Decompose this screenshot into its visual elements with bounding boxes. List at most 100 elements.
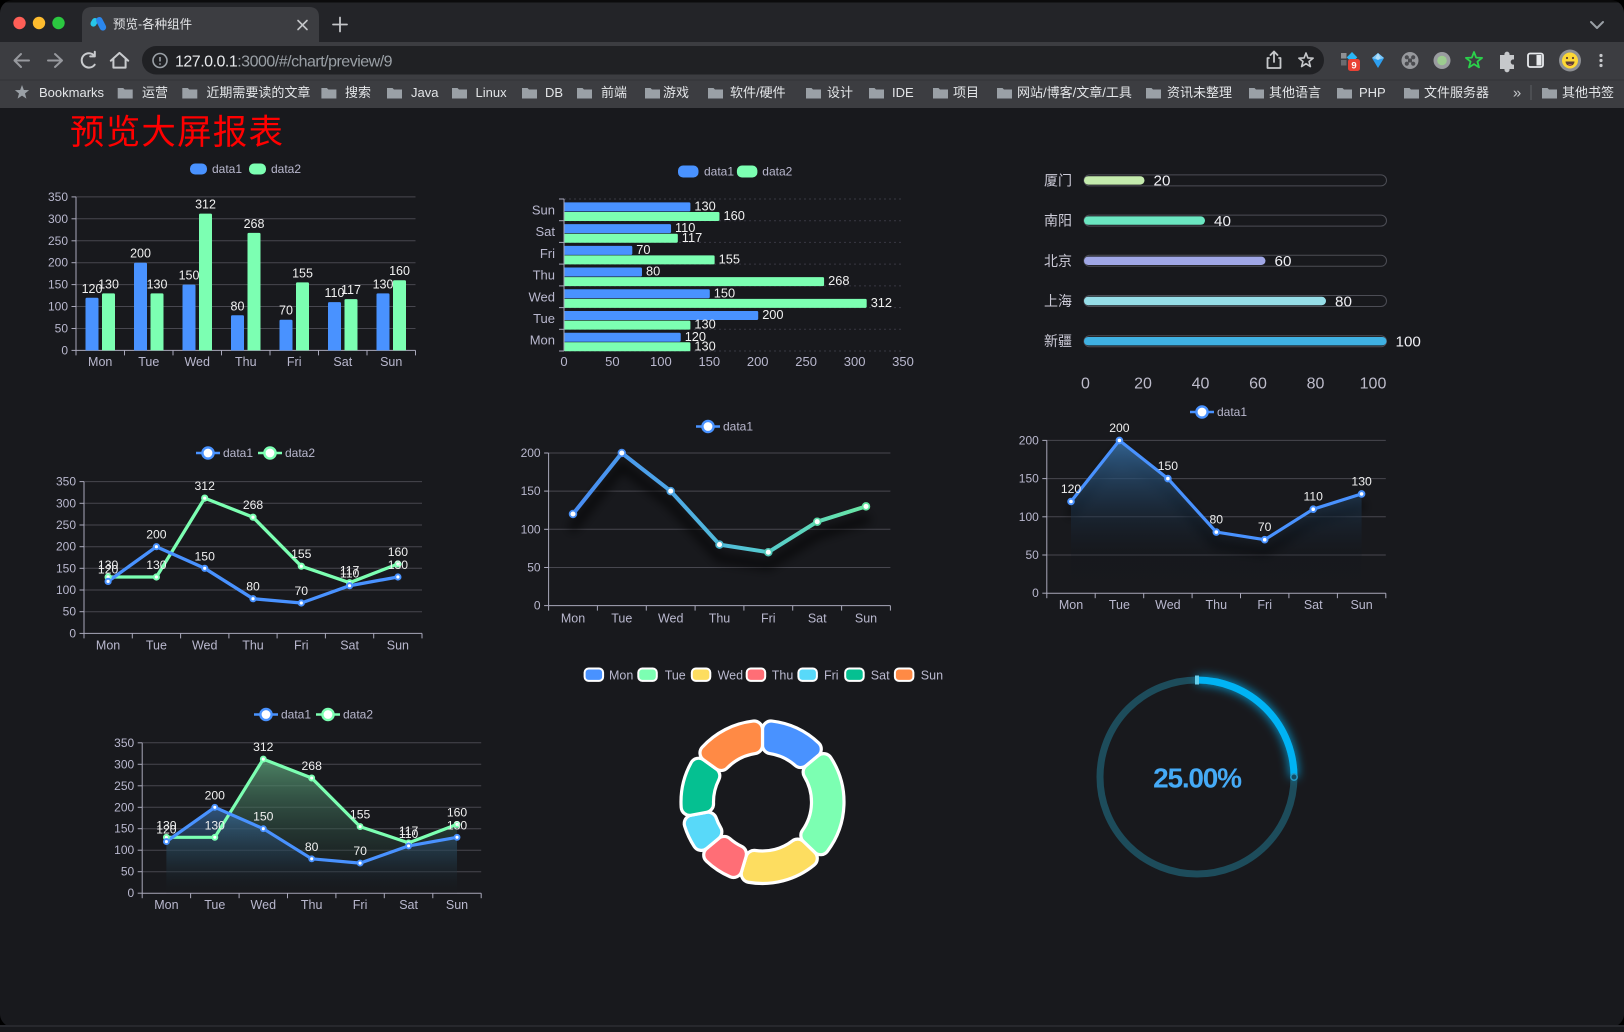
svg-text:新疆: 新疆 bbox=[1044, 333, 1072, 349]
svg-text:268: 268 bbox=[244, 217, 265, 231]
svg-text:130: 130 bbox=[388, 558, 409, 572]
svg-text:350: 350 bbox=[56, 475, 76, 489]
svg-text:100: 100 bbox=[1019, 510, 1039, 524]
svg-text:其他语言: 其他语言 bbox=[1269, 85, 1321, 100]
svg-text:117: 117 bbox=[682, 230, 702, 245]
svg-text:200: 200 bbox=[205, 788, 226, 802]
svg-text:80: 80 bbox=[231, 299, 245, 313]
svg-text:200: 200 bbox=[48, 256, 68, 270]
svg-text:127.0.0.1:3000/#/chart/preview: 127.0.0.1:3000/#/chart/preview/9 bbox=[175, 54, 393, 71]
svg-text:100: 100 bbox=[1396, 334, 1421, 351]
svg-text:70: 70 bbox=[295, 584, 309, 598]
svg-text:Tue: Tue bbox=[146, 638, 167, 652]
svg-text:Mon: Mon bbox=[1059, 598, 1083, 612]
svg-text:0: 0 bbox=[128, 886, 135, 900]
svg-text:150: 150 bbox=[698, 354, 720, 369]
svg-text:Thu: Thu bbox=[242, 638, 264, 652]
svg-text:Thu: Thu bbox=[709, 612, 731, 626]
svg-text:Mon: Mon bbox=[96, 638, 120, 652]
svg-text:130: 130 bbox=[205, 818, 226, 832]
svg-text:80: 80 bbox=[1210, 513, 1224, 527]
svg-text:155: 155 bbox=[350, 808, 371, 822]
svg-text:Tue: Tue bbox=[138, 355, 159, 369]
svg-text:Sat: Sat bbox=[535, 224, 555, 239]
svg-text:80: 80 bbox=[646, 264, 660, 279]
svg-text:110: 110 bbox=[1303, 490, 1323, 504]
svg-text:250: 250 bbox=[48, 234, 68, 248]
svg-text:350: 350 bbox=[48, 190, 68, 204]
svg-text:近期需要读的文章: 近期需要读的文章 bbox=[206, 85, 310, 100]
svg-text:130: 130 bbox=[146, 558, 167, 572]
svg-text:130: 130 bbox=[98, 277, 119, 291]
svg-text:200: 200 bbox=[521, 446, 541, 460]
svg-text:200: 200 bbox=[130, 247, 151, 261]
svg-text:Thu: Thu bbox=[235, 355, 257, 369]
svg-text:110: 110 bbox=[399, 827, 419, 841]
svg-text:20: 20 bbox=[1134, 375, 1152, 392]
svg-text:Fri: Fri bbox=[287, 355, 302, 369]
svg-text:20: 20 bbox=[1154, 173, 1171, 190]
svg-text:网站/博客/文章/工具: 网站/博客/文章/工具 bbox=[1017, 85, 1132, 100]
svg-text:268: 268 bbox=[302, 759, 323, 773]
svg-text:Sun: Sun bbox=[855, 612, 877, 626]
svg-text:设计: 设计 bbox=[827, 85, 853, 100]
svg-text:data1: data1 bbox=[281, 708, 311, 722]
svg-text:312: 312 bbox=[195, 198, 216, 212]
svg-text:110: 110 bbox=[675, 220, 695, 235]
svg-text:300: 300 bbox=[114, 757, 134, 771]
svg-text:Java: Java bbox=[411, 85, 439, 100]
svg-text:0: 0 bbox=[69, 626, 76, 640]
svg-text:50: 50 bbox=[527, 561, 541, 575]
svg-text:250: 250 bbox=[795, 354, 817, 369]
svg-text:150: 150 bbox=[179, 269, 200, 283]
svg-text:50: 50 bbox=[121, 865, 135, 879]
svg-text:150: 150 bbox=[114, 822, 134, 836]
svg-text:70: 70 bbox=[353, 844, 367, 858]
svg-text:data2: data2 bbox=[762, 165, 792, 179]
svg-text:data2: data2 bbox=[285, 446, 315, 460]
svg-text:130: 130 bbox=[694, 338, 715, 353]
svg-text:»: » bbox=[1513, 85, 1521, 102]
svg-text:Sun: Sun bbox=[1350, 598, 1372, 612]
svg-text:110: 110 bbox=[340, 567, 360, 581]
svg-text:117: 117 bbox=[340, 564, 360, 578]
svg-text:250: 250 bbox=[114, 779, 134, 793]
svg-text:Wed: Wed bbox=[184, 355, 210, 369]
svg-text:data1: data1 bbox=[723, 420, 753, 434]
svg-text:文件服务器: 文件服务器 bbox=[1424, 85, 1489, 100]
svg-text:Tue: Tue bbox=[611, 612, 632, 626]
svg-text:Sun: Sun bbox=[387, 638, 409, 652]
svg-text:160: 160 bbox=[389, 264, 410, 278]
svg-text:Thu: Thu bbox=[1206, 598, 1228, 612]
svg-text:Sat: Sat bbox=[808, 612, 827, 626]
svg-text:80: 80 bbox=[305, 840, 319, 854]
svg-text:搜索: 搜索 bbox=[345, 85, 371, 100]
svg-text:DB: DB bbox=[545, 85, 563, 100]
svg-text:80: 80 bbox=[246, 580, 260, 594]
svg-text:130: 130 bbox=[373, 277, 394, 291]
svg-text:117: 117 bbox=[341, 283, 361, 297]
svg-text:Fri: Fri bbox=[1257, 598, 1272, 612]
svg-text:60: 60 bbox=[1275, 253, 1292, 270]
svg-text:Sun: Sun bbox=[921, 669, 943, 683]
svg-text:Wed: Wed bbox=[529, 289, 556, 304]
svg-text:北京: 北京 bbox=[1044, 253, 1072, 269]
svg-text:150: 150 bbox=[714, 285, 735, 300]
svg-text:data1: data1 bbox=[223, 446, 253, 460]
svg-text:Fri: Fri bbox=[540, 246, 555, 261]
svg-text:160: 160 bbox=[724, 208, 745, 223]
svg-text:70: 70 bbox=[279, 304, 293, 318]
svg-text:Linux: Linux bbox=[476, 85, 508, 100]
svg-text:南阳: 南阳 bbox=[1044, 213, 1072, 229]
svg-text:Wed: Wed bbox=[1155, 598, 1181, 612]
svg-text:IDE: IDE bbox=[892, 85, 914, 100]
svg-text:0: 0 bbox=[560, 354, 567, 369]
svg-text:312: 312 bbox=[253, 740, 274, 754]
svg-text:300: 300 bbox=[48, 212, 68, 226]
svg-text:Wed: Wed bbox=[658, 612, 684, 626]
svg-text:70: 70 bbox=[1258, 520, 1272, 534]
svg-text:150: 150 bbox=[195, 549, 216, 563]
svg-text:120: 120 bbox=[82, 282, 103, 296]
svg-text:资讯未整理: 资讯未整理 bbox=[1167, 85, 1232, 100]
svg-text:120: 120 bbox=[685, 329, 706, 344]
